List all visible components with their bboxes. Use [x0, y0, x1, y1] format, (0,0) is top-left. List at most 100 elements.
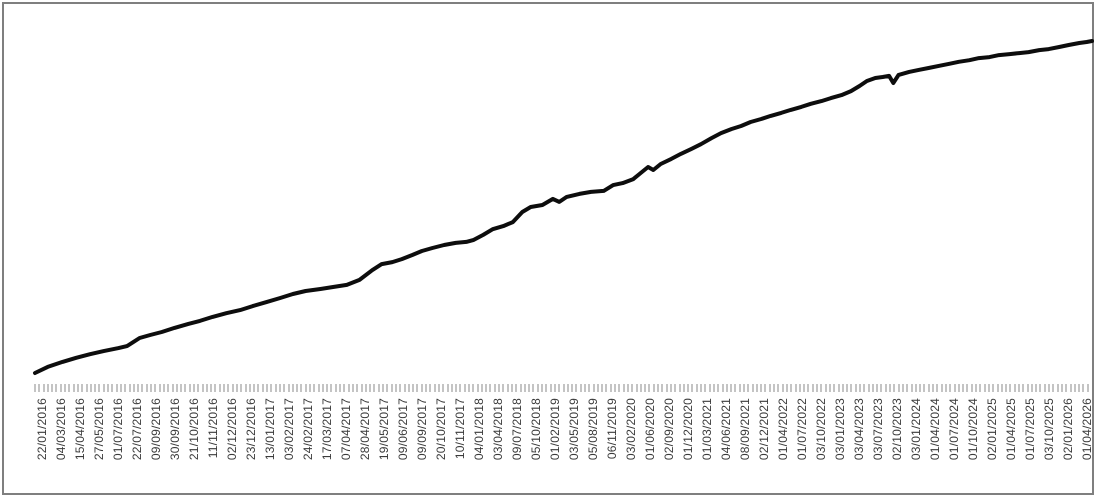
x-axis-minor-tick	[979, 384, 982, 392]
x-axis-minor-tick	[596, 384, 599, 392]
x-axis-minor-tick	[910, 384, 913, 392]
x-axis-minor-tick	[669, 384, 672, 392]
x-axis-minor-tick	[51, 384, 54, 392]
x-axis-minor-tick	[914, 384, 917, 392]
x-axis-minor-tick	[807, 384, 810, 392]
x-axis-minor-tick	[386, 384, 389, 392]
x-axis-minor-tick	[992, 384, 995, 392]
x-axis-minor-tick	[76, 384, 79, 392]
x-axis-minor-tick	[944, 384, 947, 392]
x-axis-minor-tick	[420, 384, 423, 392]
x-axis-minor-tick	[94, 384, 97, 392]
x-axis-minor-tick	[493, 384, 496, 392]
x-axis-minor-tick	[154, 384, 157, 392]
x-axis-minor-tick	[536, 384, 539, 392]
x-axis-minor-tick	[558, 384, 561, 392]
x-axis-minor-tick	[98, 384, 101, 392]
x-axis-minor-tick	[472, 384, 475, 392]
x-axis-minor-tick	[162, 384, 165, 392]
x-axis-minor-tick	[657, 384, 660, 392]
x-axis-minor-tick	[1052, 384, 1055, 392]
x-axis-minor-tick	[940, 384, 943, 392]
x-axis-minor-tick	[927, 384, 930, 392]
x-axis-minor-tick	[970, 384, 973, 392]
x-axis-minor-tick	[523, 384, 526, 392]
x-axis-minor-tick	[506, 384, 509, 392]
x-axis-minor-tick	[184, 384, 187, 392]
x-axis-minor-tick	[304, 384, 307, 392]
x-axis-minor-tick	[932, 384, 935, 392]
x-axis-minor-tick	[382, 384, 385, 392]
x-axis-minor-tick	[734, 384, 737, 392]
x-axis-minor-tick	[437, 384, 440, 392]
x-axis-minor-tick	[455, 384, 458, 392]
x-axis-minor-tick	[429, 384, 432, 392]
x-axis-minor-tick	[394, 384, 397, 392]
x-axis-minor-tick	[476, 384, 479, 392]
x-axis-minor-tick	[317, 384, 320, 392]
x-axis-minor-tick	[1017, 384, 1020, 392]
x-axis-minor-tick	[278, 384, 281, 392]
x-axis-minor-tick	[983, 384, 986, 392]
x-axis-minor-tick	[519, 384, 522, 392]
x-axis-minor-tick	[309, 384, 311, 392]
x-axis-minor-tick	[738, 384, 741, 392]
x-axis-minor-tick	[751, 384, 754, 392]
x-axis-minor-tick	[532, 384, 535, 392]
x-axis-minor-tick	[644, 384, 647, 392]
x-axis-minor-tick	[725, 384, 728, 392]
x-axis-minor-tick	[1078, 384, 1081, 392]
x-axis-minor-tick	[218, 384, 221, 392]
x-axis-minor-tick	[137, 384, 140, 392]
x-axis-minor-tick	[214, 384, 217, 392]
x-axis-minor-tick	[837, 384, 840, 392]
x-axis-minor-tick	[1013, 384, 1016, 392]
x-axis-minor-tick	[996, 384, 999, 392]
x-axis-minor-tick	[1056, 384, 1059, 392]
x-axis-minor-tick	[433, 384, 436, 392]
x-axis-minor-tick	[923, 384, 926, 392]
x-axis-minor-tick	[72, 384, 75, 392]
x-axis-minor-tick	[575, 384, 578, 392]
x-axis-minor-tick	[515, 384, 518, 392]
x-axis-minor-tick	[1082, 384, 1085, 392]
x-axis-minor-tick	[674, 384, 677, 392]
x-axis-minor-tick	[223, 384, 226, 392]
x-axis-minor-tick	[467, 384, 470, 392]
x-axis-minor-tick	[210, 384, 213, 392]
x-axis-minor-tick	[270, 384, 273, 392]
x-axis-minor-tick	[562, 384, 565, 392]
x-axis-minor-tick	[321, 384, 324, 392]
x-axis-minor-tick	[1043, 384, 1046, 392]
x-axis-minor-tick	[790, 384, 793, 392]
x-axis-minor-tick	[661, 384, 664, 392]
x-axis-minor-tick	[966, 384, 969, 392]
x-axis-minor-tick	[1069, 384, 1072, 392]
x-axis-minor-tick	[197, 384, 200, 392]
x-axis-minor-tick	[687, 384, 690, 392]
x-axis-minor-tick	[691, 384, 694, 392]
x-axis-minor-tick	[326, 384, 329, 392]
x-axis-minor-tick	[936, 384, 939, 392]
x-axis-minor-tick	[339, 384, 342, 392]
x-axis-minor-tick	[803, 384, 806, 392]
x-axis-minor-tick	[1039, 384, 1042, 392]
x-axis-minor-tick	[296, 384, 299, 392]
x-axis-minor-tick	[227, 384, 230, 392]
x-axis-tick-row	[34, 384, 1092, 392]
x-axis-minor-tick	[949, 384, 952, 392]
x-axis-minor-tick	[863, 384, 866, 392]
x-axis-minor-tick	[373, 384, 376, 392]
x-axis-minor-tick	[901, 384, 904, 392]
x-axis-minor-tick	[871, 384, 874, 392]
x-axis-minor-tick	[592, 384, 595, 392]
x-axis-minor-tick	[609, 384, 612, 392]
x-axis-minor-tick	[231, 384, 234, 392]
x-axis-minor-tick	[158, 384, 161, 392]
x-axis-minor-tick	[201, 384, 204, 392]
x-axis-minor-tick	[721, 384, 724, 392]
x-axis-minor-tick	[1022, 384, 1025, 392]
x-axis-minor-tick	[390, 384, 393, 392]
x-axis-minor-tick	[313, 384, 316, 392]
x-axis-minor-tick	[412, 384, 415, 392]
